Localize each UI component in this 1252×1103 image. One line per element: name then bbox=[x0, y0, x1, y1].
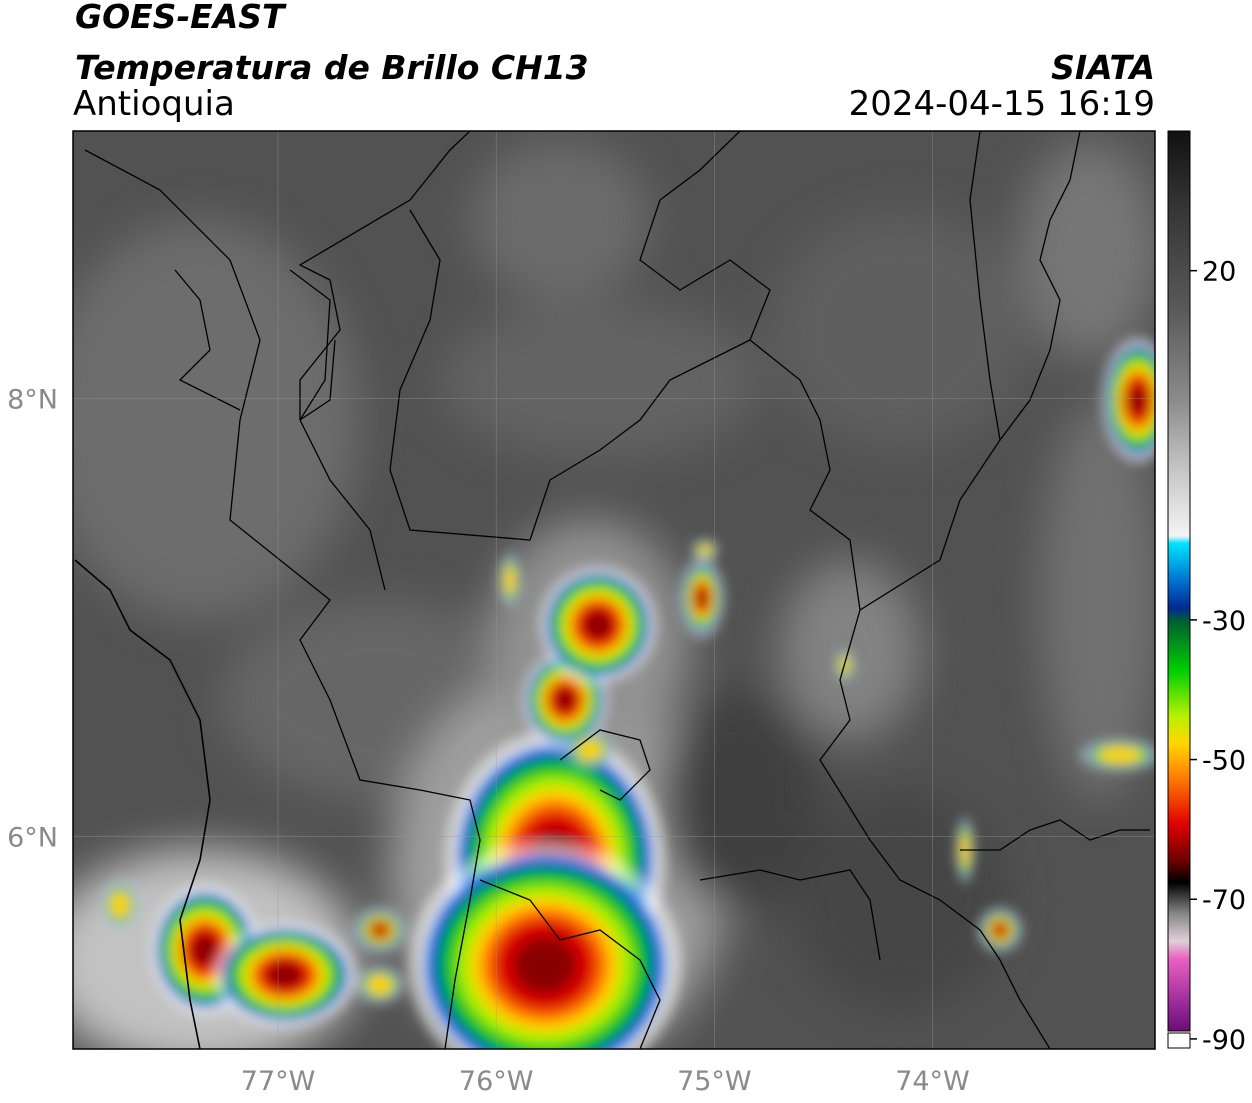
storm-layer bbox=[555, 688, 575, 712]
product-title: Temperatura de Brillo CH13 bbox=[75, 48, 589, 87]
storm-layer bbox=[577, 739, 603, 761]
boundaries bbox=[74, 131, 1150, 1049]
lon-tick-label: 75°W bbox=[677, 1066, 752, 1097]
storm-layer bbox=[367, 974, 393, 996]
colorbar-tick-label: -50 bbox=[1202, 746, 1246, 777]
storm-layer bbox=[504, 565, 516, 595]
storm-layer bbox=[192, 935, 218, 965]
colorbar-tick-label: -90 bbox=[1202, 1025, 1246, 1056]
storm-layer bbox=[1129, 385, 1147, 415]
satellite-title: GOES-EAST bbox=[75, 0, 287, 36]
lat-tick-label: 6°N bbox=[7, 822, 58, 853]
colorbar-under bbox=[1167, 1032, 1191, 1049]
storm-layer bbox=[994, 924, 1006, 936]
lon-tick-label: 74°W bbox=[895, 1066, 970, 1097]
lon-tick-label: 76°W bbox=[459, 1066, 534, 1097]
storm-layer bbox=[374, 924, 386, 936]
storm-layer bbox=[696, 589, 708, 607]
storm-layer bbox=[268, 963, 302, 987]
storm-layer bbox=[584, 611, 612, 639]
storm-layer bbox=[697, 544, 713, 556]
colorbar-tick-label: -30 bbox=[1202, 606, 1246, 637]
region-label: Antioquia bbox=[73, 84, 235, 124]
map-image bbox=[73, 131, 1155, 1049]
map-frame bbox=[72, 130, 1156, 1050]
colorbar-tick-label: -70 bbox=[1202, 885, 1246, 916]
storm-layer bbox=[513, 936, 577, 994]
storm-layer bbox=[1098, 746, 1142, 764]
lat-tick-label: 8°N bbox=[7, 384, 58, 415]
lon-tick-label: 77°W bbox=[241, 1066, 316, 1097]
colorbar bbox=[1167, 130, 1191, 1032]
source-label: SIATA bbox=[1051, 48, 1155, 87]
colorbar-tick-label: 20 bbox=[1202, 257, 1236, 288]
storm-layer bbox=[109, 892, 131, 918]
storm-layer bbox=[839, 656, 851, 674]
datetime-label: 2024-04-15 16:19 bbox=[849, 84, 1155, 124]
